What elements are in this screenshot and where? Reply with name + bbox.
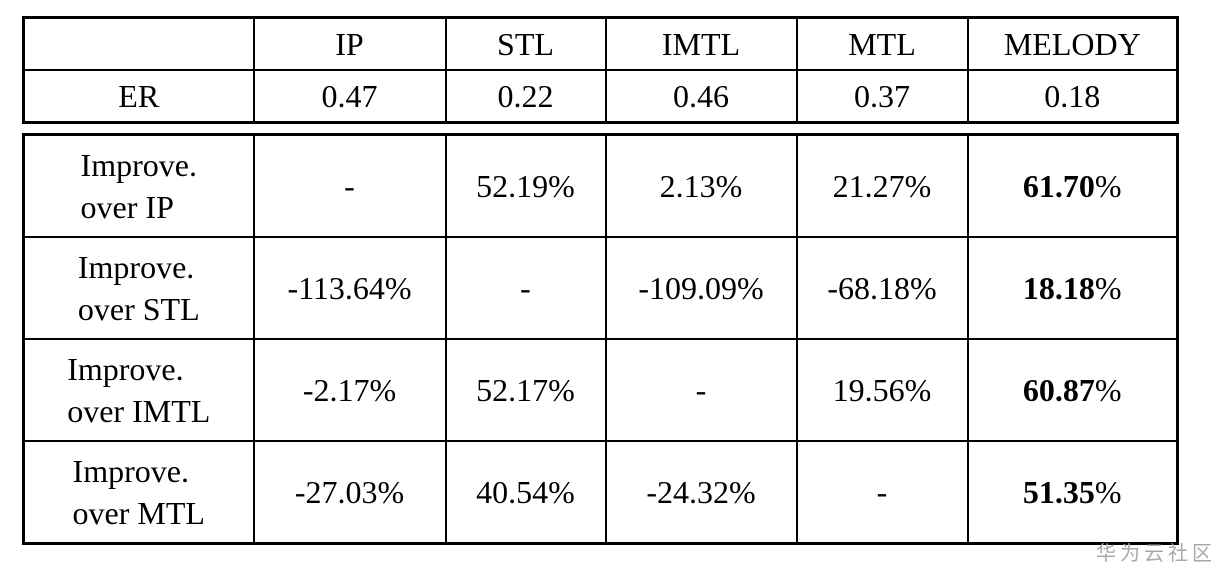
table-row-improve-over-mtl: Improve. over MTL -27.03% 40.54% -24.32%…	[22, 440, 1179, 545]
row-label-line1: Improve.	[77, 248, 195, 285]
percent-sign: %	[1094, 167, 1122, 204]
cell-mtl: 21.27%	[795, 133, 969, 238]
corner-cell	[22, 16, 255, 71]
improvement-table: Improve. over IP - 52.19% 2.13% 21.27% 6…	[22, 133, 1179, 545]
percent-sign: %	[1094, 371, 1122, 408]
cell-mtl: -	[795, 440, 969, 545]
cell-ip: -2.17%	[252, 338, 447, 442]
row-label-line1: Improve.	[72, 452, 189, 489]
er-value-stl: 0.22	[444, 69, 607, 124]
row-label-line2: over MTL	[72, 495, 205, 531]
er-table: IP STL IMTL MTL MELODY ER 0.47 0.22 0.46…	[22, 16, 1179, 124]
header-ip: IP	[252, 16, 447, 71]
er-row: ER 0.47 0.22 0.46 0.37 0.18	[22, 69, 1179, 124]
cell-imtl: -	[604, 338, 798, 442]
er-value-mtl: 0.37	[795, 69, 969, 124]
cell-ip: -113.64%	[252, 236, 447, 340]
cell-imtl: 2.13%	[604, 133, 798, 238]
cell-ip: -27.03%	[252, 440, 447, 545]
row-label-line1: Improve.	[80, 146, 197, 183]
row-label-improve-over-ip: Improve. over IP	[22, 133, 255, 238]
best-value: 60.87	[1022, 371, 1095, 408]
cell-mtl: 19.56%	[795, 338, 969, 442]
percent-sign: %	[1094, 473, 1122, 510]
cell-stl: 40.54%	[444, 440, 607, 545]
header-stl: STL	[444, 16, 607, 71]
cell-ip: -	[252, 133, 447, 238]
row-label-block: Improve. over IP	[81, 144, 197, 228]
er-row-label: ER	[22, 69, 255, 124]
header-melody: MELODY	[966, 16, 1179, 71]
header-row: IP STL IMTL MTL MELODY	[22, 16, 1179, 71]
row-label-block: Improve. over IMTL	[67, 348, 210, 432]
row-label-improve-over-imtl: Improve. over IMTL	[22, 338, 255, 442]
cell-melody-best: 51.35%	[966, 440, 1179, 545]
row-label-line2: over IMTL	[67, 393, 211, 429]
best-value: 51.35	[1022, 473, 1095, 510]
best-value: 18.18	[1022, 269, 1095, 306]
cell-mtl: -68.18%	[795, 236, 969, 340]
table-row-improve-over-ip: Improve. over IP - 52.19% 2.13% 21.27% 6…	[22, 133, 1179, 238]
best-value: 61.70	[1022, 167, 1095, 204]
percent-sign: %	[1094, 269, 1122, 306]
row-label-improve-over-stl: Improve. over STL	[22, 236, 255, 340]
row-label-line1: Improve.	[67, 350, 184, 387]
table-row-improve-over-stl: Improve. over STL -113.64% - -109.09% -6…	[22, 236, 1179, 340]
cell-melody-best: 60.87%	[966, 338, 1179, 442]
er-value-ip: 0.47	[252, 69, 447, 124]
row-label-line2: over IP	[80, 189, 174, 225]
row-label-line2: over STL	[77, 291, 200, 327]
header-imtl: IMTL	[604, 16, 798, 71]
er-value-imtl: 0.46	[604, 69, 798, 124]
cell-stl: 52.19%	[444, 133, 607, 238]
cell-stl: -	[444, 236, 607, 340]
header-mtl: MTL	[795, 16, 969, 71]
cell-melody-best: 18.18%	[966, 236, 1179, 340]
cell-imtl: -24.32%	[604, 440, 798, 545]
watermark: 华为云社区	[1096, 541, 1216, 565]
row-label-block: Improve. over MTL	[73, 450, 205, 534]
row-label-block: Improve. over STL	[78, 246, 200, 330]
er-value-melody: 0.18	[966, 69, 1179, 124]
table-row-improve-over-imtl: Improve. over IMTL -2.17% 52.17% - 19.56…	[22, 338, 1179, 442]
row-label-improve-over-mtl: Improve. over MTL	[22, 440, 255, 545]
cell-imtl: -109.09%	[604, 236, 798, 340]
cell-stl: 52.17%	[444, 338, 607, 442]
cell-melody-best: 61.70%	[966, 133, 1179, 238]
